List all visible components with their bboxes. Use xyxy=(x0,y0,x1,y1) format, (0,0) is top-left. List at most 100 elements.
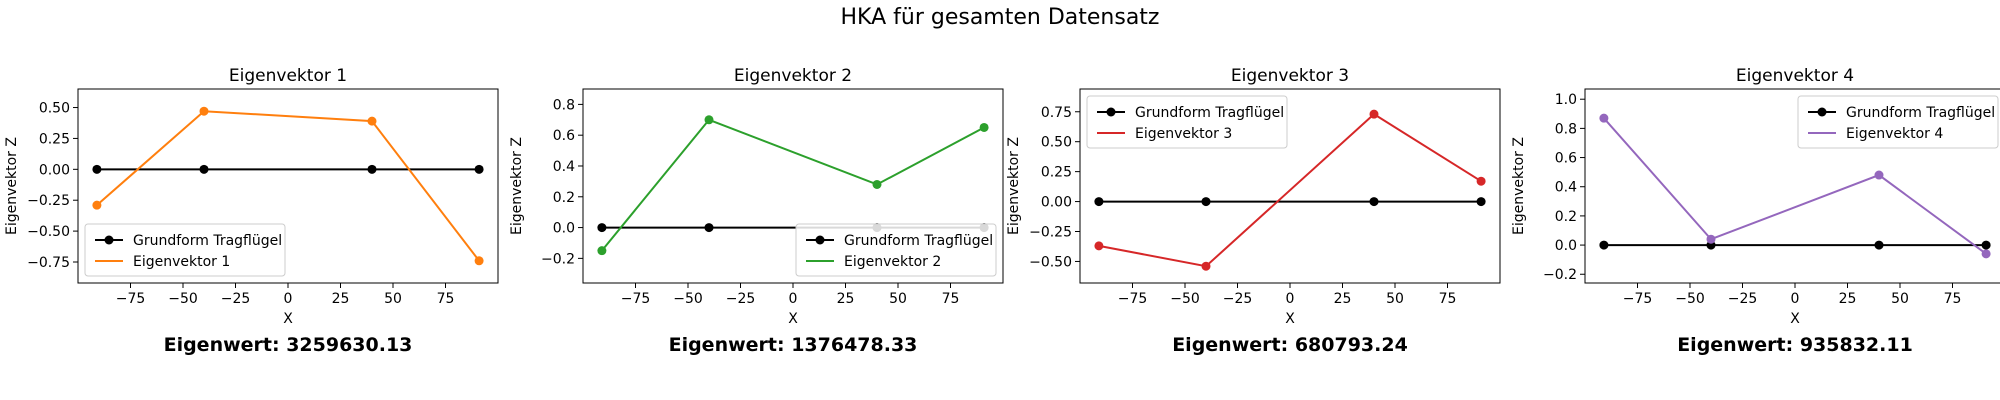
legend-entry: Grundform Tragflügel xyxy=(1846,105,1995,121)
legend-box xyxy=(795,223,997,277)
y-tick-label: 0.0 xyxy=(1555,238,1577,254)
figure-title: HKA für gesamten Datensatz xyxy=(841,5,1160,30)
data-point xyxy=(1599,113,1609,123)
y-tick-label: −0.75 xyxy=(27,255,70,271)
legend: Grundform Tragflügel Eigenvektor 1 xyxy=(84,223,286,277)
y-tick-label: 0.50 xyxy=(1041,135,1072,151)
eigenvalue-label: Eigenwert: 3259630.13 xyxy=(164,334,413,356)
legend-box xyxy=(1797,95,1999,149)
chart-title: Eigenvektor 2 xyxy=(734,66,852,86)
data-point xyxy=(1981,240,1991,250)
data-point xyxy=(1094,197,1104,207)
y-axis-label: Eigenvektor Z xyxy=(1511,137,1527,235)
legend: Grundform Tragflügel Eigenvektor 4 xyxy=(1797,95,1999,149)
x-axis-label: X xyxy=(788,311,798,327)
legend-entry: Grundform Tragflügel xyxy=(844,233,993,249)
y-tick-label: 0.8 xyxy=(1555,121,1577,137)
series-line-eigenvektor xyxy=(96,110,480,262)
legend-entry: Eigenvektor 1 xyxy=(133,254,230,270)
y-tick-label: 0.25 xyxy=(39,131,70,147)
y-axis-label: Eigenvektor Z xyxy=(1006,137,1022,235)
data-point xyxy=(92,164,102,174)
data-point xyxy=(1981,249,1991,259)
legend-marker xyxy=(104,235,114,245)
x-tick-label: 25 xyxy=(1334,291,1352,307)
x-tick-label: 0 xyxy=(284,291,293,307)
data-point xyxy=(474,164,484,174)
x-tick-label: 0 xyxy=(789,291,798,307)
y-tick-label: 0.2 xyxy=(553,190,575,206)
legend-entry: Grundform Tragflügel xyxy=(1135,105,1284,121)
eigenvalue-label: Eigenwert: 1376478.33 xyxy=(669,334,918,356)
y-tick-label: −0.50 xyxy=(27,224,70,240)
y-tick-label: 0.25 xyxy=(1041,165,1072,181)
x-tick-label: 75 xyxy=(1944,291,1962,307)
series-line-eigenvektor xyxy=(601,118,985,252)
x-tick-label: −75 xyxy=(116,291,146,307)
x-axis-label: X xyxy=(1285,311,1295,327)
y-tick-label: −0.2 xyxy=(1543,267,1577,283)
x-tick-label: 75 xyxy=(942,291,960,307)
y-tick-label: −0.50 xyxy=(1029,254,1072,270)
x-tick-label: −25 xyxy=(726,291,756,307)
x-tick-label: 75 xyxy=(1439,291,1457,307)
x-axis-label: X xyxy=(283,311,293,327)
y-tick-label: 0.50 xyxy=(39,101,70,117)
data-point xyxy=(1369,109,1379,119)
data-point xyxy=(474,256,484,266)
legend-box xyxy=(84,223,286,277)
chart-title: Eigenvektor 3 xyxy=(1231,66,1349,86)
data-point xyxy=(367,116,377,126)
eigenvalue-label: Eigenwert: 680793.24 xyxy=(1172,334,1408,356)
chart-title: Eigenvektor 4 xyxy=(1736,66,1854,86)
data-point xyxy=(1094,241,1104,251)
y-tick-label: 0.75 xyxy=(1041,105,1072,121)
data-point xyxy=(1476,176,1486,186)
y-tick-label: 0.6 xyxy=(1555,151,1577,167)
x-tick-label: 0 xyxy=(1286,291,1295,307)
legend-marker xyxy=(1817,107,1827,117)
y-tick-label: 0.4 xyxy=(553,159,575,175)
x-tick-label: −75 xyxy=(1623,291,1653,307)
x-tick-label: 50 xyxy=(384,291,402,307)
x-tick-label: −50 xyxy=(1675,291,1705,307)
y-tick-label: −0.25 xyxy=(27,193,70,209)
legend: Grundform Tragflügel Eigenvektor 3 xyxy=(1086,95,1288,149)
data-point xyxy=(872,179,882,189)
x-tick-label: 50 xyxy=(889,291,907,307)
data-point xyxy=(367,164,377,174)
y-tick-label: 0.8 xyxy=(553,97,575,113)
x-tick-label: −25 xyxy=(221,291,251,307)
x-tick-label: 50 xyxy=(1386,291,1404,307)
data-point xyxy=(1706,234,1716,244)
legend-entry: Eigenvektor 3 xyxy=(1135,126,1232,142)
data-point xyxy=(1599,240,1609,250)
x-tick-label: −50 xyxy=(168,291,198,307)
y-tick-label: 0.0 xyxy=(553,221,575,237)
y-tick-label: 0.00 xyxy=(1041,195,1072,211)
y-tick-label: 0.2 xyxy=(1555,209,1577,225)
chart-panel-3: Eigenvektor 3 −75 −50 −25 0 25 50 75 −0.50 −0.25 0… xyxy=(1006,66,1501,356)
y-tick-label: −0.2 xyxy=(541,251,575,267)
y-axis-label: Eigenvektor Z xyxy=(4,137,20,235)
legend-marker xyxy=(1106,107,1116,117)
y-tick-label: −0.25 xyxy=(1029,225,1072,241)
x-tick-label: 75 xyxy=(437,291,455,307)
data-point xyxy=(1874,170,1884,180)
chart-panel-2: Eigenvektor 2 −75 −50 −25 0 25 50 75 −0.2 0.0 0.2 0… xyxy=(509,66,1004,356)
data-point xyxy=(704,223,714,233)
data-point xyxy=(1369,197,1379,207)
data-point xyxy=(597,223,607,233)
data-point xyxy=(199,106,209,116)
legend-marker xyxy=(815,235,825,245)
y-tick-label: 0.00 xyxy=(39,162,70,178)
y-tick-label: 0.6 xyxy=(553,128,575,144)
series-line-eigenvektor xyxy=(1603,117,1987,255)
x-tick-label: −25 xyxy=(1728,291,1758,307)
data-point xyxy=(92,200,102,210)
y-tick-label: 1.0 xyxy=(1555,92,1577,108)
legend-box xyxy=(1086,95,1288,149)
x-tick-label: −75 xyxy=(1118,291,1148,307)
x-tick-label: 25 xyxy=(332,291,350,307)
